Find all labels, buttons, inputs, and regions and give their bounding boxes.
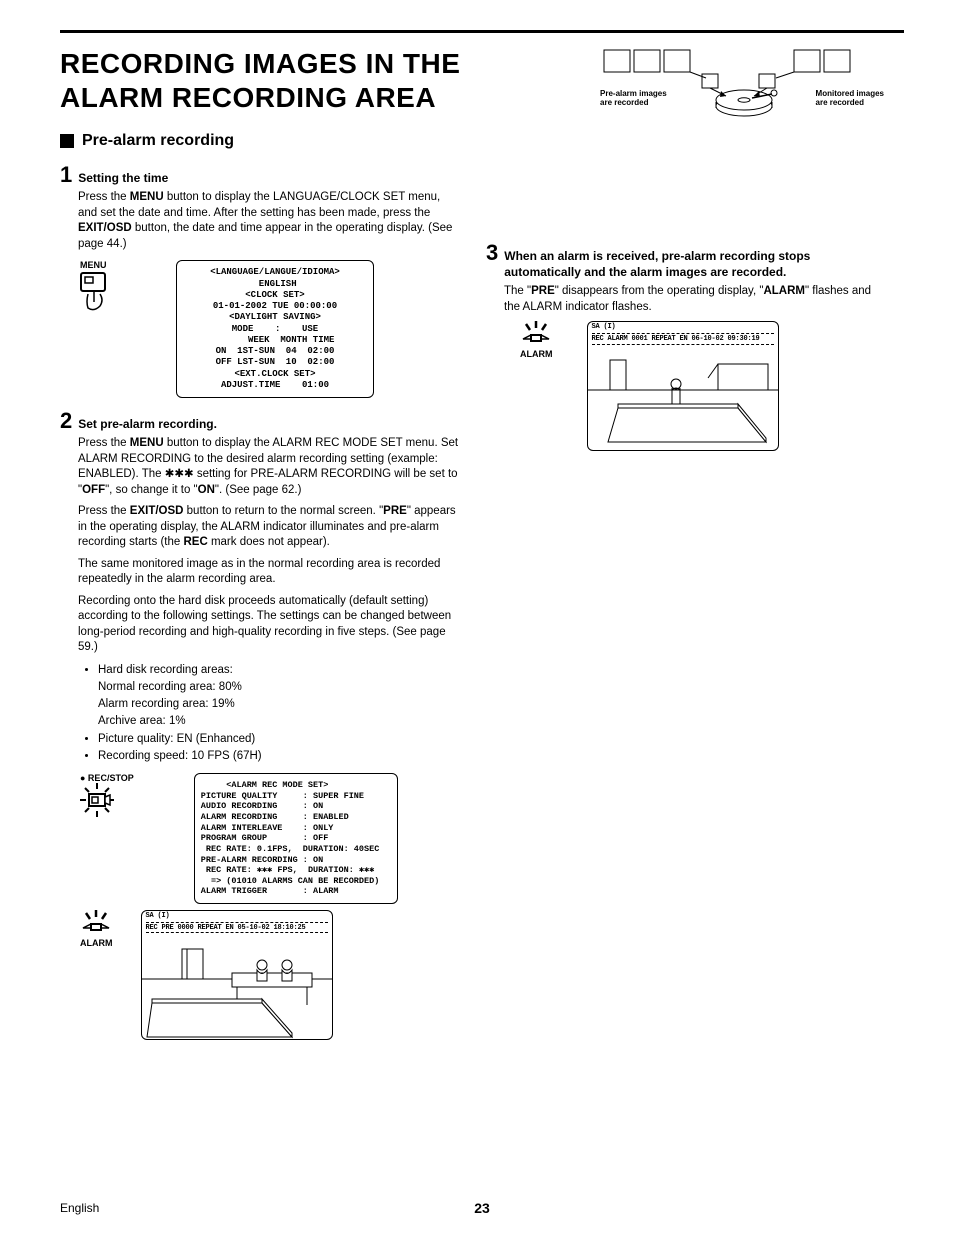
osd-top: SA (I) [588, 322, 778, 332]
osd-top: SA (I) [142, 911, 332, 921]
step-2-p2: Press the EXIT/OSD button to return to t… [60, 504, 460, 551]
alarm-indicator: ALARM [80, 910, 113, 948]
step-2-p1: Press the MENU button to display the ALA… [60, 436, 460, 498]
page-footer: English 23 [60, 1201, 904, 1215]
alarm-label: ALARM [520, 349, 553, 359]
osd-line: REC PRE 0000 REPEAT EN 05-10-02 18:10:25 [142, 923, 332, 933]
disk-diagram: Pre-alarm images are recorded Monitored … [594, 48, 894, 107]
diagram-left-label-1: Pre-alarm images [600, 89, 667, 98]
bullet-1b: Alarm recording area: 19% [98, 696, 460, 713]
step-2: 2 Set pre-alarm recording. Press the MEN… [60, 410, 460, 1040]
step-title: Set pre-alarm recording. [78, 417, 217, 431]
rec-stop-illustration: ● REC/STOP [80, 773, 134, 822]
sub-heading: Pre-alarm recording [60, 132, 460, 150]
diagram-right-label-2: are recorded [816, 98, 864, 107]
menu-icon [80, 272, 116, 317]
menu-button-illustration: MENU [80, 260, 116, 317]
page-number: 23 [474, 1200, 490, 1216]
clock-set-screen: <LANGUAGE/LANGUE/IDIOMA> ENGLISH <CLOCK … [176, 260, 374, 398]
sub-heading-text: Pre-alarm recording [82, 132, 234, 150]
step-3: 3 When an alarm is received, pre-alarm r… [486, 242, 886, 451]
alarm-icon [81, 910, 111, 936]
osd-line: REC ALARM 0001 REPEAT EN 06-10-02 09:30:… [588, 334, 778, 344]
alarm-rec-mode-screen: <ALARM REC MODE SET> PICTURE QUALITY : S… [194, 773, 398, 904]
camera-view-pre: SA (I) REC PRE 0000 REPEAT EN 05-10-02 1… [141, 910, 333, 1040]
top-rule [60, 30, 904, 33]
step-2-p3: The same monitored image as in the norma… [60, 557, 460, 588]
step-title: Setting the time [78, 171, 168, 185]
room-scene-icon [142, 943, 332, 1039]
bullet-2: Picture quality: EN (Enhanced) [98, 731, 460, 748]
settings-bullets: Hard disk recording areas: Normal record… [60, 662, 460, 766]
alarm-indicator: ALARM [520, 321, 553, 359]
bullet-1a: Normal recording area: 80% [98, 679, 460, 696]
bullet-1: Hard disk recording areas: [98, 664, 233, 676]
room-scene-icon [588, 354, 778, 450]
page-title: RECORDING IMAGES IN THE ALARM RECORDING … [60, 47, 540, 114]
step-1-text: Press the MENU button to display the LAN… [60, 190, 460, 252]
bullet-1c: Archive area: 1% [98, 713, 460, 730]
menu-label: MENU [80, 260, 116, 270]
camera-view-alarm: SA (I) REC ALARM 0001 REPEAT EN 06-10-02… [587, 321, 779, 451]
rec-stop-icon [80, 783, 134, 822]
bullet-3: Recording speed: 10 FPS (67H) [98, 748, 460, 765]
rec-stop-label: ● REC/STOP [80, 773, 134, 783]
step-2-p4: Recording onto the hard disk proceeds au… [60, 594, 460, 656]
footer-language: English [60, 1201, 99, 1215]
step-number: 3 [486, 242, 498, 264]
diagram-right-label-1: Monitored images [816, 89, 884, 98]
diagram-left-label-2: are recorded [600, 98, 648, 107]
alarm-label: ALARM [80, 938, 113, 948]
square-bullet-icon [60, 134, 74, 148]
step-number: 1 [60, 164, 72, 186]
step-title: When an alarm is received, pre-alarm rec… [504, 249, 886, 280]
step-number: 2 [60, 410, 72, 432]
alarm-icon [521, 321, 551, 347]
step-3-text: The "PRE" disappears from the operating … [486, 284, 886, 315]
step-1: 1 Setting the time Press the MENU button… [60, 164, 460, 398]
